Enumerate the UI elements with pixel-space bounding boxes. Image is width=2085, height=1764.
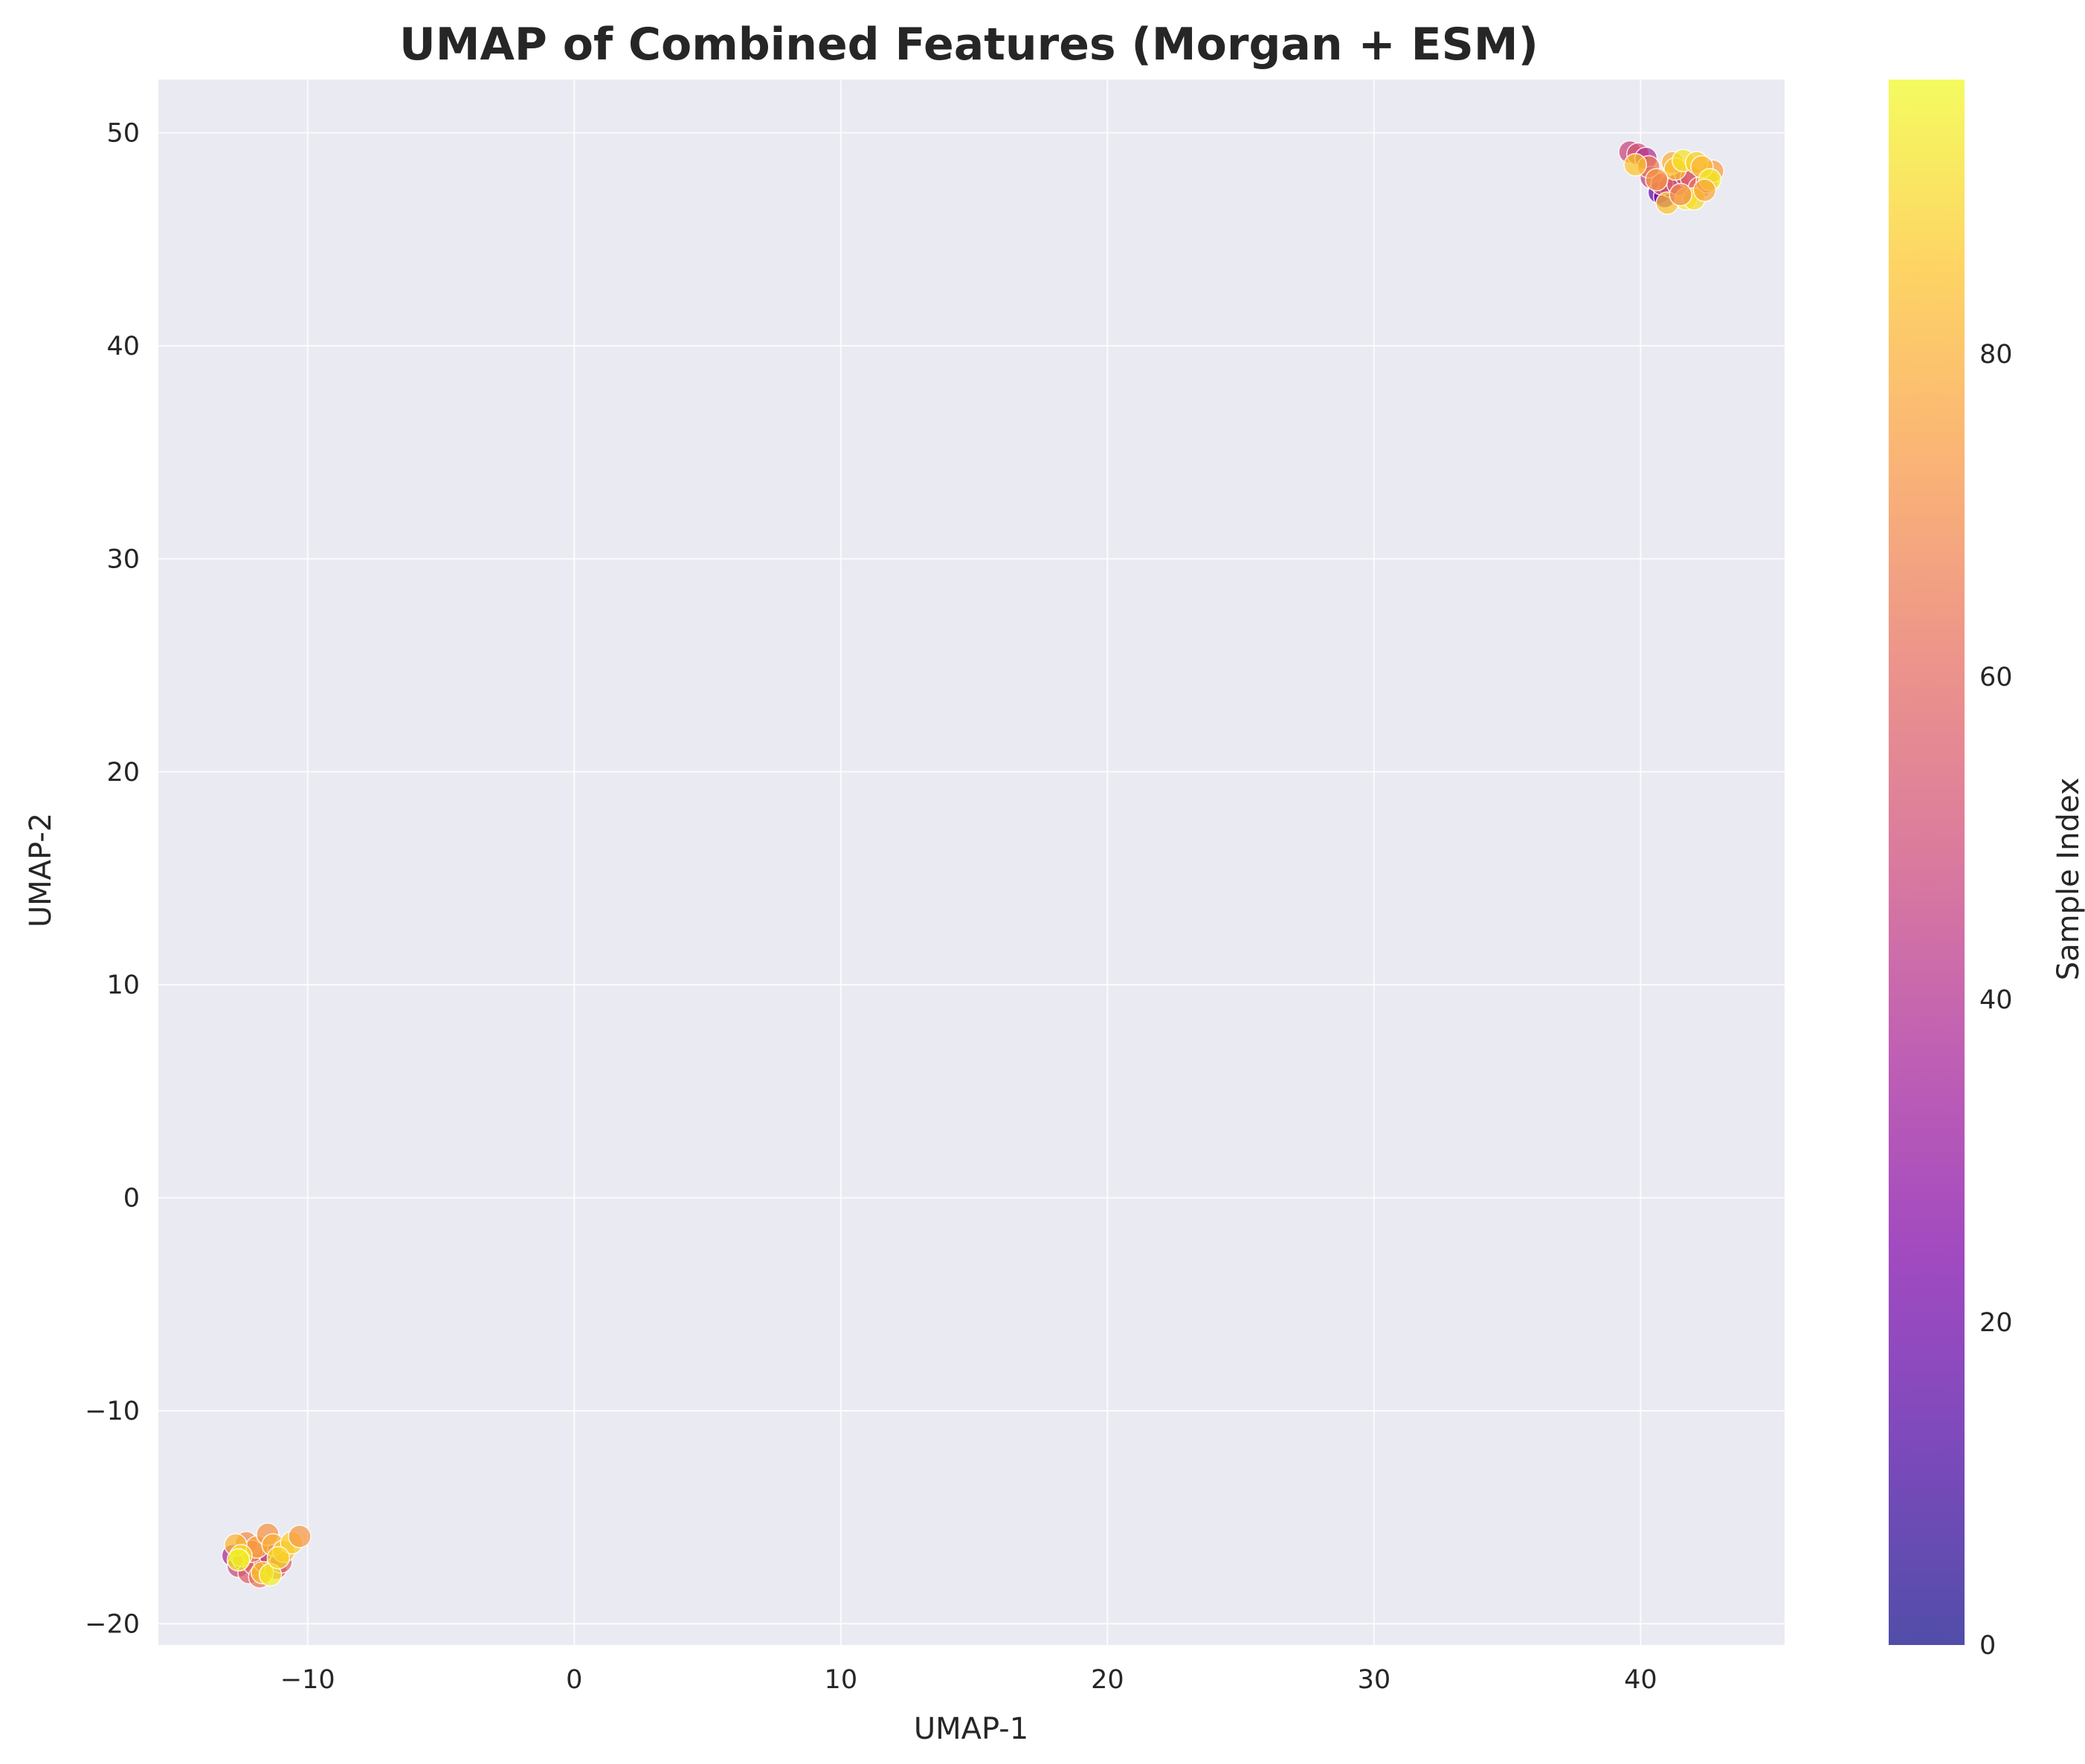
y-tick-label: −20 [85,1609,140,1639]
scatter-point [1692,178,1717,202]
colorbar [1889,80,1965,1645]
x-tick-label: 0 [566,1665,582,1695]
x-tick-label: 20 [1091,1665,1124,1695]
y-tick-label: 50 [106,119,140,149]
y-tick-label: 30 [106,544,140,574]
scatter-point [1669,182,1692,207]
colorbar-tick-label: 0 [1979,1631,1996,1661]
x-axis-label: UMAP-1 [914,1712,1028,1746]
chart-title: UMAP of Combined Features (Morgan + ESM) [399,19,1538,71]
y-axis-ticks: −20 −10 0 10 20 30 40 50 [85,119,140,1640]
colorbar-ticks: 0 20 40 60 80 [1979,340,2013,1661]
y-tick-label: 40 [106,332,140,361]
x-tick-label: 10 [825,1665,858,1695]
colorbar-tick-label: 60 [1979,663,2013,692]
y-tick-label: 10 [106,970,140,1000]
x-tick-label: −10 [280,1665,335,1695]
plot-area [158,80,1785,1645]
colorbar-label: Sample Index [2052,778,2085,981]
scatter-point [226,1548,251,1572]
y-tick-label: 0 [123,1184,140,1214]
colorbar-tick-label: 40 [1979,985,2013,1015]
colorbar-tick-label: 80 [1979,340,2013,370]
y-tick-label: −10 [85,1397,140,1426]
scatter-points [221,140,1724,1589]
y-tick-label: 20 [106,758,140,788]
x-axis-ticks: −10 0 10 20 30 40 [280,1665,1657,1695]
colorbar-tick-label: 20 [1979,1308,2013,1338]
grid-lines [158,80,1785,1645]
x-tick-label: 40 [1624,1665,1657,1695]
scatter-point [1645,167,1669,192]
y-axis-label: UMAP-2 [24,813,58,927]
scatter-point [288,1525,312,1548]
scatter-point [266,1545,291,1570]
x-tick-label: 30 [1358,1665,1391,1695]
scatter-point [1623,152,1647,177]
